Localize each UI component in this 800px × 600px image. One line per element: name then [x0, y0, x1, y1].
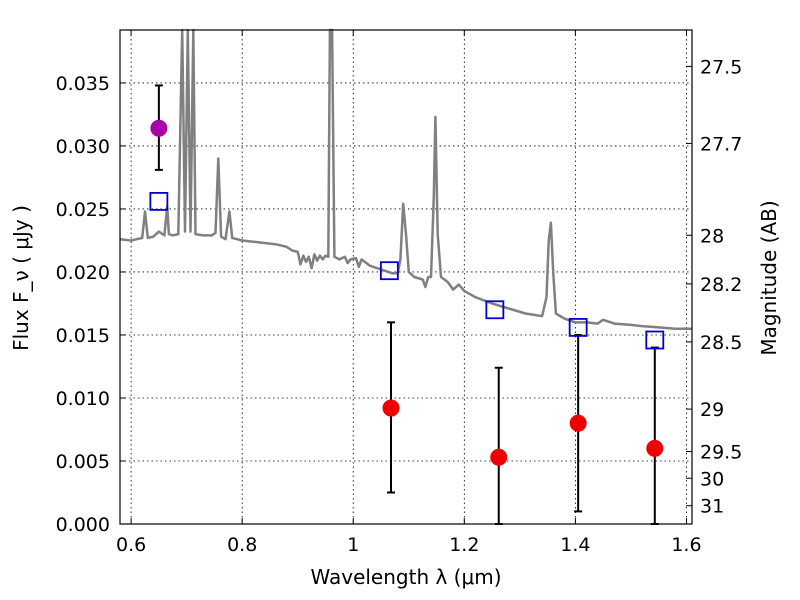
flux-point-marker — [382, 399, 400, 417]
x-tick-label: 1.4 — [560, 534, 590, 556]
flux-point-marker — [646, 439, 664, 457]
x-tick-labels: 0.6 0.8 1 1.2 1.4 1.6 — [116, 534, 702, 556]
x-axis-label: Wavelength λ (μm) — [310, 565, 501, 589]
x-tick-label: 0.8 — [227, 534, 257, 556]
right-tick-label: 28 — [700, 225, 724, 247]
right-tick-label: 27.5 — [700, 56, 742, 78]
marker-layer — [149, 119, 665, 466]
right-tick-label: 30 — [700, 468, 724, 490]
model-square-marker — [485, 300, 505, 320]
y-tick-label: 0.020 — [56, 262, 110, 284]
right-tick-label: 27.7 — [700, 133, 742, 155]
x-tick-label: 0.6 — [116, 534, 146, 556]
model-square-marker — [645, 330, 665, 350]
right-tick-label: 29 — [700, 399, 724, 421]
x-tick-label: 1 — [347, 534, 359, 556]
y-tick-label: 0.005 — [56, 451, 110, 473]
spectrum-layer — [119, 28, 692, 330]
model-square-marker — [379, 261, 399, 281]
model-square-marker — [568, 318, 588, 337]
flux-point-marker — [569, 414, 587, 432]
y-tick-label: 0.030 — [56, 136, 110, 158]
y-tick-label: 0.010 — [56, 388, 110, 410]
right-tick-labels: 27.5 27.7 28 28.2 28.5 29 29.5 30 31 — [700, 56, 742, 517]
right-axis-label: Magnitude (AB) — [757, 200, 781, 355]
y-axis-label: Flux F_ν ( μJy ) — [9, 205, 33, 351]
model-square-marker — [149, 191, 169, 211]
y-tick-label: 0.025 — [56, 199, 110, 221]
x-tick-label: 1.2 — [449, 534, 479, 556]
y-tick-labels: 0.000 0.005 0.010 0.015 0.020 0.025 0.030 0.035 — [56, 73, 110, 536]
plot-frame — [119, 29, 693, 525]
spectrum-line — [119, 28, 692, 330]
tick-layer — [120, 30, 692, 525]
right-tick-label: 31 — [700, 496, 724, 518]
right-tick-label: 29.5 — [700, 442, 742, 464]
right-tick-label: 28.2 — [700, 274, 742, 296]
flux-point-marker — [490, 448, 508, 466]
y-tick-label: 0.000 — [56, 514, 110, 536]
errorbar-layer — [154, 84, 659, 525]
x-tick-label: 1.6 — [671, 534, 701, 556]
flux-point-marker — [150, 119, 168, 137]
grid-lines — [120, 30, 692, 525]
y-tick-label: 0.015 — [56, 325, 110, 347]
right-tick-label: 28.5 — [700, 332, 742, 354]
y-tick-label: 0.035 — [56, 73, 110, 95]
